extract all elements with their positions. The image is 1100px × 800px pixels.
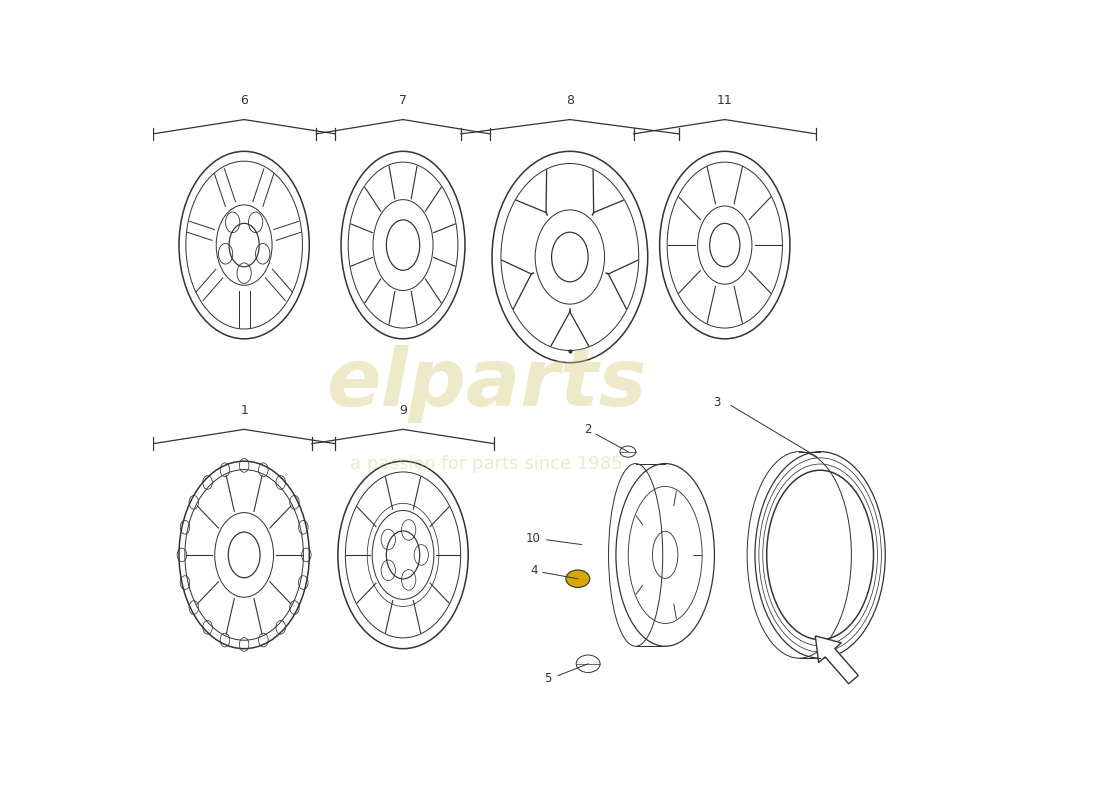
Text: a passion for parts since 1985: a passion for parts since 1985	[350, 454, 623, 473]
Ellipse shape	[565, 570, 590, 587]
Text: 1: 1	[240, 404, 249, 417]
Text: 2: 2	[584, 423, 592, 436]
Text: 3: 3	[714, 396, 720, 409]
Text: 11: 11	[717, 94, 733, 107]
Text: 6: 6	[240, 94, 249, 107]
Text: 8: 8	[565, 94, 574, 107]
Text: 10: 10	[526, 532, 541, 545]
Text: 4: 4	[530, 564, 538, 578]
FancyArrow shape	[815, 636, 858, 684]
Text: elparts: elparts	[327, 345, 647, 423]
Text: 9: 9	[399, 404, 407, 417]
Text: 7: 7	[399, 94, 407, 107]
Text: 5: 5	[544, 671, 552, 685]
